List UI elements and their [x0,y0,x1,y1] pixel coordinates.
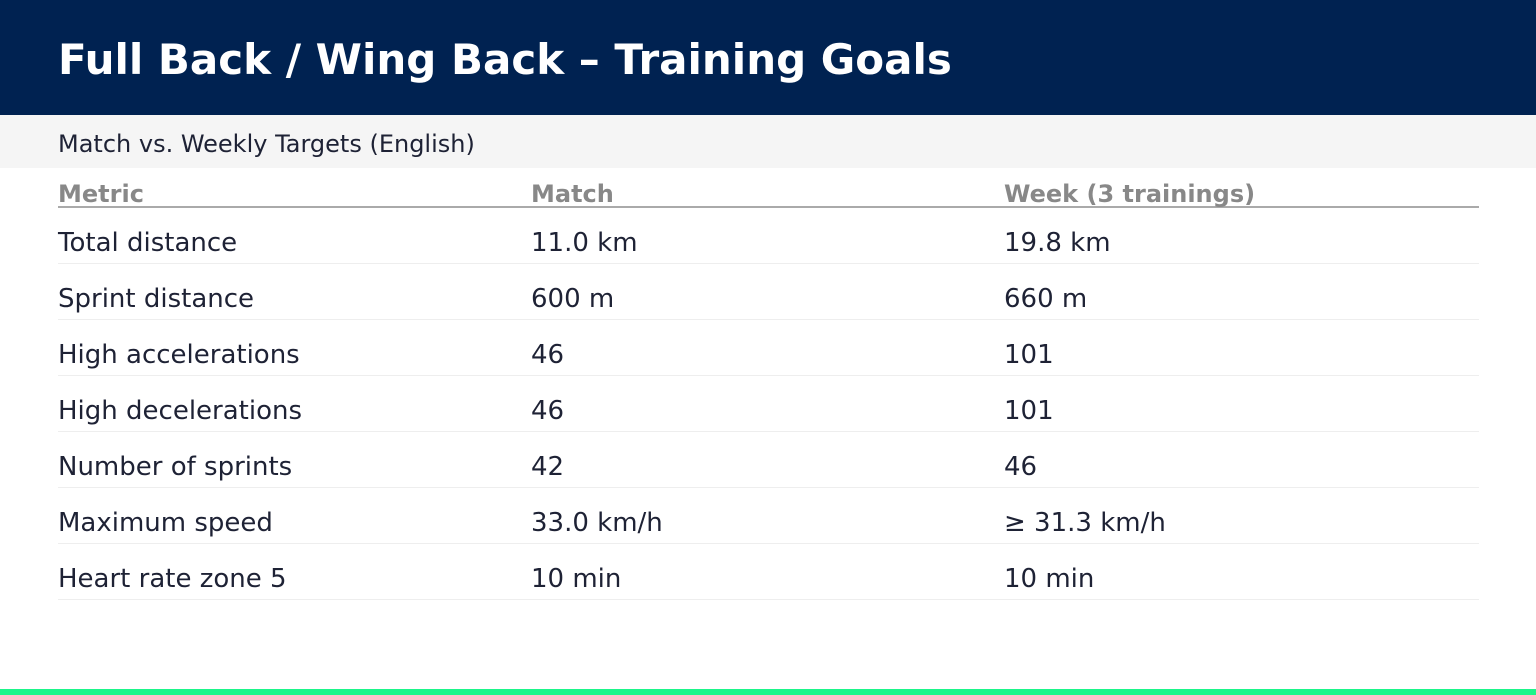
column-header-metric: Metric [58,180,144,208]
table-row: Maximum speed 33.0 km/h ≥ 31.3 km/h [58,488,1479,544]
header-bar: Full Back / Wing Back – Training Goals [0,0,1536,115]
column-header-week: Week (3 trainings) [1004,180,1256,208]
table-row: Heart rate zone 5 10 min 10 min [58,544,1479,600]
match-cell: 11.0 km [531,228,638,258]
table-row: High decelerations 46 101 [58,376,1479,432]
metric-cell: High decelerations [58,396,303,426]
week-cell: 101 [1004,396,1054,426]
subheader-bar [0,115,1536,168]
table-row: Sprint distance 600 m 660 m [58,264,1479,320]
match-cell: 42 [531,452,565,482]
metric-cell: Heart rate zone 5 [58,564,287,594]
match-cell: 10 min [531,564,622,594]
table-row: Total distance 11.0 km 19.8 km [58,208,1479,264]
week-cell: ≥ 31.3 km/h [1004,508,1166,538]
week-cell: 19.8 km [1004,228,1111,258]
week-cell: 10 min [1004,564,1095,594]
match-cell: 33.0 km/h [531,508,663,538]
targets-table: Metric Match Week (3 trainings) Total di… [58,168,1479,600]
table-row: High accelerations 46 101 [58,320,1479,376]
metric-cell: Number of sprints [58,452,293,482]
metric-cell: Total distance [58,228,238,258]
match-cell: 46 [531,396,565,426]
match-cell: 46 [531,340,565,370]
week-cell: 46 [1004,452,1038,482]
metric-cell: Maximum speed [58,508,273,538]
week-cell: 660 m [1004,284,1088,314]
metric-cell: Sprint distance [58,284,255,314]
page-subtitle: Match vs. Weekly Targets (English) [58,130,475,158]
page-title: Full Back / Wing Back – Training Goals [58,35,952,84]
accent-bottom-line [0,689,1536,695]
table-row: Number of sprints 42 46 [58,432,1479,488]
table-header: Metric Match Week (3 trainings) [58,168,1479,208]
metric-cell: High accelerations [58,340,300,370]
column-header-match: Match [531,180,614,208]
week-cell: 101 [1004,340,1054,370]
match-cell: 600 m [531,284,615,314]
